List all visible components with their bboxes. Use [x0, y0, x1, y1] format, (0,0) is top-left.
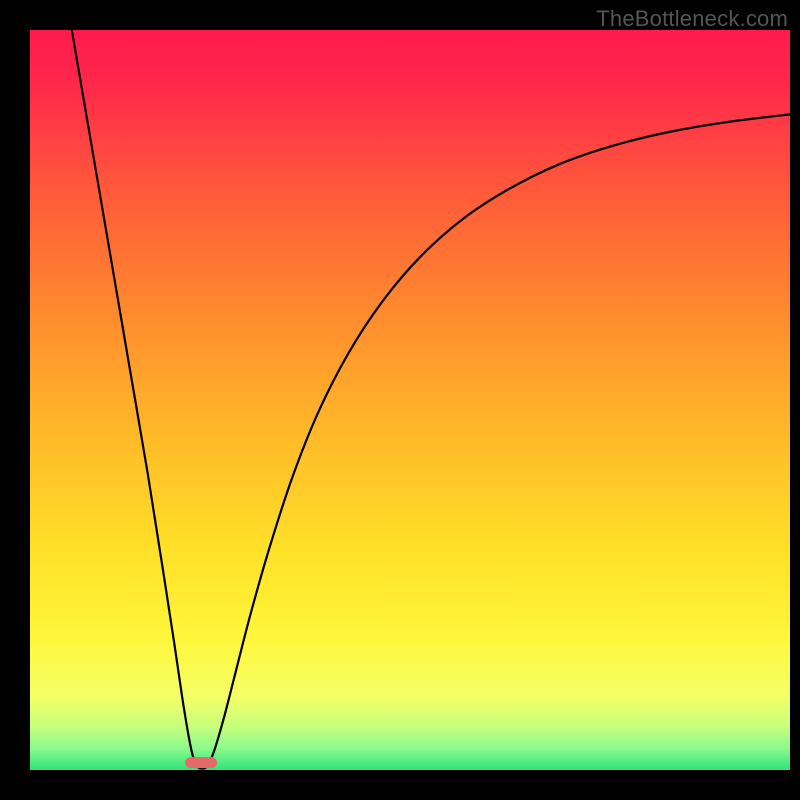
watermark-text: TheBottleneck.com — [596, 6, 788, 32]
optimum-marker — [185, 757, 217, 769]
plot-area — [30, 30, 790, 770]
curve-line — [30, 30, 790, 770]
chart-frame: TheBottleneck.com — [0, 0, 800, 800]
